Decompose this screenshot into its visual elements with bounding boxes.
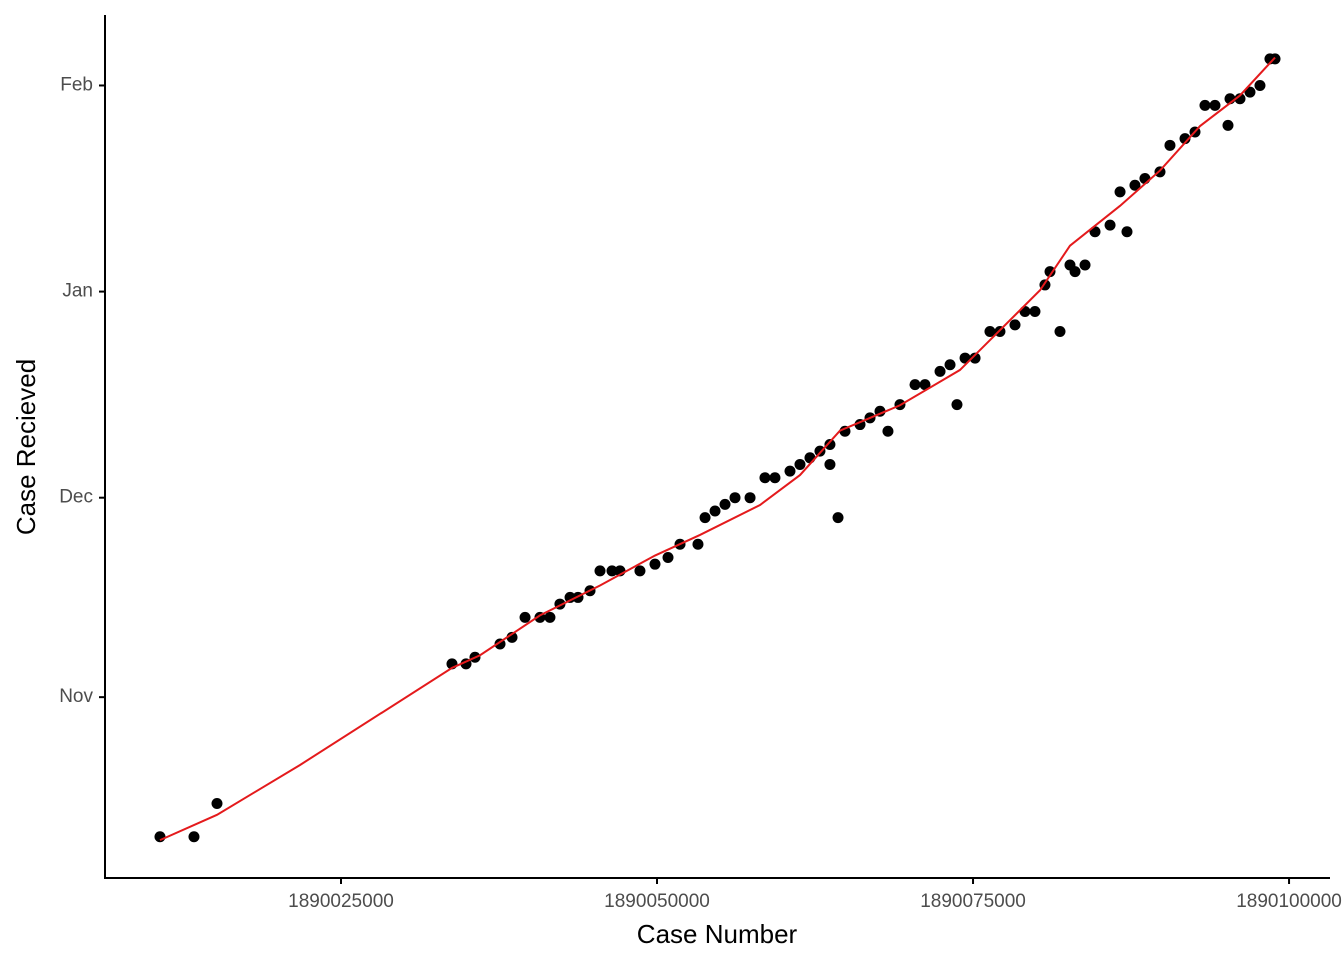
point: [594, 565, 606, 577]
x-tick-label: 1890025000: [288, 891, 394, 912]
point: [909, 379, 921, 391]
point: [944, 359, 956, 371]
point: [951, 399, 963, 411]
fit-line: [159, 56, 1276, 842]
point: [719, 498, 731, 510]
point: [984, 325, 996, 337]
y-tick-label: Nov: [59, 686, 93, 707]
point: [1244, 86, 1256, 98]
point: [649, 558, 661, 570]
point: [804, 452, 816, 464]
point: [1054, 325, 1066, 337]
point: [1079, 259, 1091, 271]
point: [1222, 119, 1234, 131]
point: [1121, 226, 1133, 238]
point: [832, 512, 844, 524]
point: [211, 798, 223, 810]
point: [709, 505, 721, 517]
point: [506, 631, 518, 643]
x-tick-label: 1890100000: [1236, 891, 1342, 912]
point: [744, 492, 756, 504]
point: [1164, 139, 1176, 151]
point: [729, 492, 741, 504]
point: [634, 565, 646, 577]
point: [784, 465, 796, 477]
point: [839, 425, 851, 437]
y-axis-title: Case Recieved: [11, 359, 41, 535]
point: [154, 831, 166, 843]
point: [934, 365, 946, 377]
y-tick-label: Dec: [59, 487, 93, 508]
point: [1199, 99, 1211, 111]
point: [692, 538, 704, 550]
point: [824, 458, 836, 470]
point: [519, 611, 531, 623]
x-axis-title: Case Number: [637, 919, 798, 949]
y-tick-label: Jan: [62, 281, 93, 302]
point: [1044, 266, 1056, 278]
point: [769, 472, 781, 484]
point: [1114, 186, 1126, 198]
x-tick-label: 1890075000: [920, 891, 1026, 912]
point: [1029, 306, 1041, 318]
point: [919, 379, 931, 391]
point: [794, 458, 806, 470]
point: [1069, 266, 1081, 278]
point: [824, 439, 836, 451]
point: [1254, 79, 1266, 91]
point: [1209, 99, 1221, 111]
point: [662, 552, 674, 564]
point: [564, 591, 576, 603]
point: [544, 611, 556, 623]
y-tick-label: Feb: [60, 74, 93, 95]
point: [1179, 133, 1191, 145]
point: [1139, 173, 1151, 185]
point: [1104, 219, 1116, 231]
point: [188, 831, 200, 843]
point: [969, 352, 981, 364]
point: [1234, 93, 1246, 105]
point: [882, 425, 894, 437]
x-tick-label: 1890050000: [604, 891, 710, 912]
point: [1009, 319, 1021, 331]
point: [699, 512, 711, 524]
point: [606, 565, 618, 577]
point: [1129, 179, 1141, 191]
point: [759, 472, 771, 484]
